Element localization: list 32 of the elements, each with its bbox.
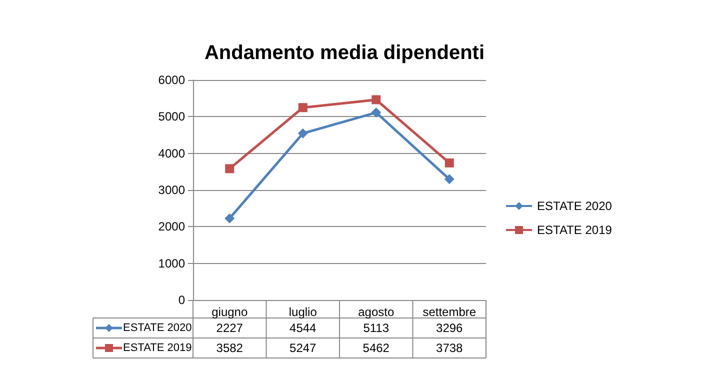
data-label: 3296 xyxy=(436,321,464,335)
point xyxy=(225,164,234,174)
data-label: 3738 xyxy=(436,341,464,355)
y-tick-label: 0 xyxy=(178,293,186,307)
y-tick-label: 1000 xyxy=(158,256,186,270)
data-label: 2227 xyxy=(216,321,244,335)
y-tick-label: 6000 xyxy=(158,73,186,87)
point xyxy=(298,128,308,138)
y-tick-label: 3000 xyxy=(158,183,186,197)
legend-label: ESTATE 2019 xyxy=(537,223,612,237)
point xyxy=(298,103,308,112)
data-label: 5113 xyxy=(363,321,390,335)
point xyxy=(444,174,454,184)
point xyxy=(372,95,381,104)
y-tick-label: 2000 xyxy=(158,220,186,234)
point xyxy=(371,108,382,118)
point xyxy=(224,213,235,224)
x-tick-label: settembre xyxy=(422,305,476,319)
x-tick-label: giugno xyxy=(212,305,248,319)
data-label: 5247 xyxy=(290,341,317,355)
chart-title: Andamento media dipendenti xyxy=(204,42,485,64)
text: ESTATE 2019 xyxy=(123,342,192,354)
legend-label: ESTATE 2020 xyxy=(537,199,612,213)
data-label: 4544 xyxy=(290,321,317,335)
data-label: 3582 xyxy=(216,341,244,355)
x-tick-label: agosto xyxy=(358,305,394,319)
y-tick-label: 4000 xyxy=(158,146,186,160)
data-label: 5462 xyxy=(362,341,390,355)
x-tick-label: luglio xyxy=(288,305,318,319)
point xyxy=(444,158,454,168)
text: ESTATE 2020 xyxy=(123,322,192,334)
y-tick-label: 5000 xyxy=(158,110,186,124)
